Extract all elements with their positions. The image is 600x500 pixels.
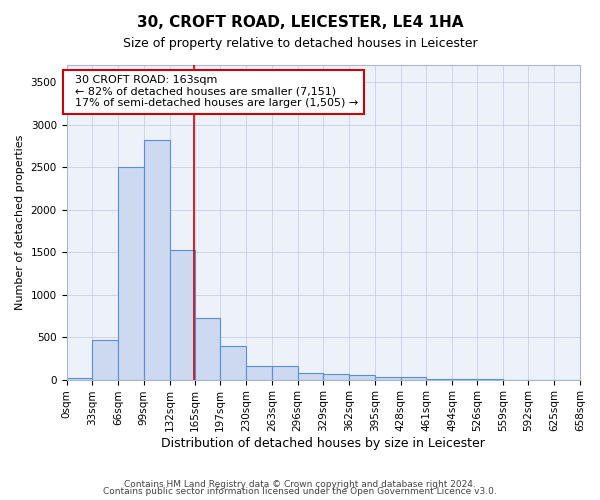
Y-axis label: Number of detached properties: Number of detached properties	[15, 134, 25, 310]
Bar	[67, 378, 92, 380]
Bar	[92, 340, 118, 380]
Bar	[298, 373, 323, 380]
Text: Size of property relative to detached houses in Leicester: Size of property relative to detached ho…	[122, 38, 478, 51]
Bar	[323, 374, 349, 380]
Bar	[246, 366, 272, 380]
Bar	[272, 366, 298, 380]
Bar	[144, 140, 170, 380]
Bar	[170, 250, 195, 380]
Text: Contains HM Land Registry data © Crown copyright and database right 2024.: Contains HM Land Registry data © Crown c…	[124, 480, 476, 489]
Text: 30 CROFT ROAD: 163sqm
  ← 82% of detached houses are smaller (7,151)
  17% of se: 30 CROFT ROAD: 163sqm ← 82% of detached …	[68, 75, 358, 108]
Text: 30, CROFT ROAD, LEICESTER, LE4 1HA: 30, CROFT ROAD, LEICESTER, LE4 1HA	[137, 15, 463, 30]
Bar	[401, 377, 426, 380]
Bar	[195, 318, 220, 380]
Bar	[375, 376, 401, 380]
Bar	[220, 346, 246, 380]
Bar	[349, 375, 375, 380]
X-axis label: Distribution of detached houses by size in Leicester: Distribution of detached houses by size …	[161, 437, 485, 450]
Text: Contains public sector information licensed under the Open Government Licence v3: Contains public sector information licen…	[103, 488, 497, 496]
Bar	[118, 167, 144, 380]
